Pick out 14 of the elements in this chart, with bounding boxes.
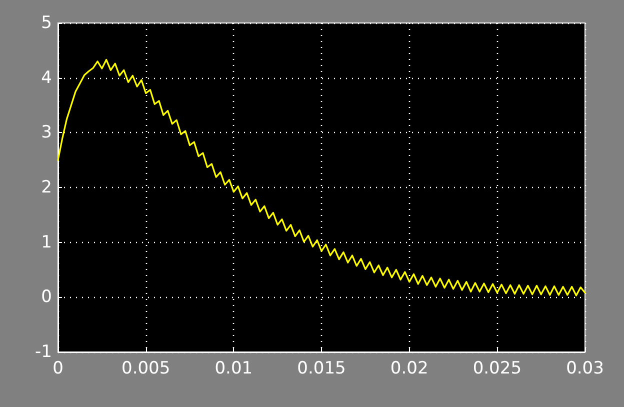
x-tick-label: 0.005 [121, 358, 170, 378]
y-tick-label: 2 [41, 178, 52, 198]
y-tick-label: 1 [41, 232, 52, 252]
x-tick-label: 0.015 [297, 358, 346, 378]
y-tick-label: 4 [41, 68, 52, 88]
y-tick-label: 5 [41, 13, 52, 33]
y-tick-label: 3 [41, 122, 52, 143]
line-series [57, 58, 586, 296]
x-tick-label: 0.03 [566, 358, 604, 378]
x-tick-label: 0.025 [472, 358, 522, 378]
y-tick-label: -1 [35, 342, 52, 362]
x-tick-label: 0.02 [390, 358, 428, 378]
y-tick-label: 0 [41, 287, 52, 308]
x-tick-label: 0.01 [214, 358, 253, 378]
